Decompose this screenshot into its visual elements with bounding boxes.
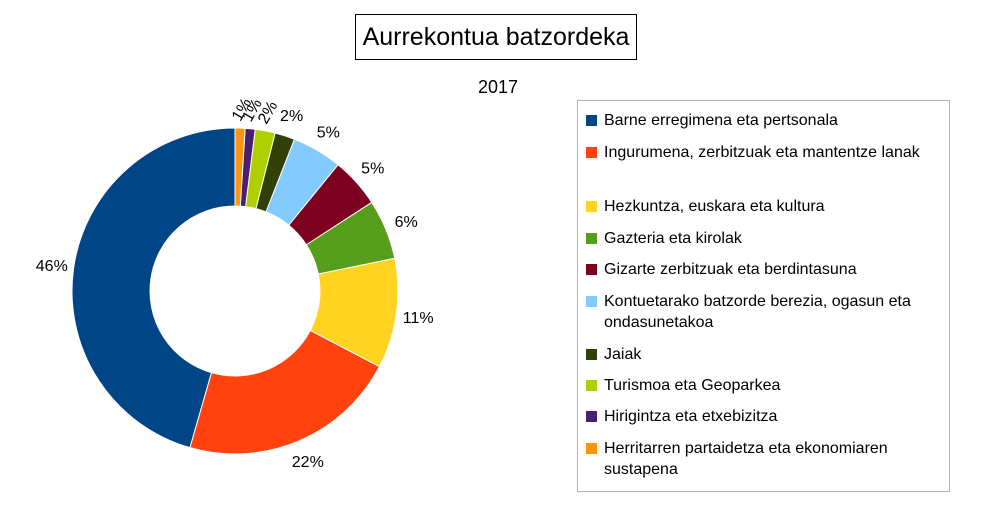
legend-item: Gizarte zerbitzuak eta berdintasuna bbox=[586, 259, 941, 280]
legend-swatch bbox=[586, 115, 597, 126]
legend-swatch bbox=[586, 380, 597, 391]
legend-label: Hirigintza eta etxebizitza bbox=[604, 408, 778, 425]
legend-label: Ingurumena, zerbitzuak eta mantentze lan… bbox=[604, 144, 920, 161]
legend-swatch bbox=[586, 233, 597, 244]
donut-slice bbox=[71, 127, 236, 449]
donut-slice bbox=[189, 329, 381, 455]
legend-item: Hezkuntza, euskara eta kultura bbox=[586, 196, 941, 217]
legend-swatch bbox=[586, 443, 597, 454]
chart-title: Aurrekontua batzordeka bbox=[355, 14, 637, 60]
legend-swatch bbox=[586, 349, 597, 360]
legend-label: Herritarren partaidetza eta ekonomiaren … bbox=[604, 440, 888, 478]
data-label: 5% bbox=[361, 160, 384, 177]
legend-swatch bbox=[586, 296, 597, 307]
legend-label: Gazteria eta kirolak bbox=[604, 230, 742, 247]
legend-item: Herritarren partaidetza eta ekonomiaren … bbox=[586, 438, 941, 480]
legend-item: Barne erregimena eta pertsonala bbox=[586, 110, 941, 131]
chart-subtitle: 2017 bbox=[477, 77, 519, 97]
legend-swatch bbox=[586, 264, 597, 275]
legend-item: Kontuetarako batzorde berezia, ogasun et… bbox=[586, 291, 941, 333]
legend-swatch bbox=[586, 201, 597, 212]
legend-label: Kontuetarako batzorde berezia, ogasun et… bbox=[604, 293, 911, 331]
data-label: 2% bbox=[280, 108, 303, 125]
legend-label: Barne erregimena eta pertsonala bbox=[604, 112, 838, 129]
data-label: 46% bbox=[36, 258, 68, 275]
legend-item: Gazteria eta kirolak bbox=[586, 228, 941, 249]
legend-item: Jaiak bbox=[586, 344, 941, 365]
data-label: 11% bbox=[403, 310, 434, 327]
legend-label: Jaiak bbox=[604, 346, 642, 363]
legend-item: Turismoa eta Geoparkea bbox=[586, 375, 941, 396]
data-label: 6% bbox=[395, 214, 418, 231]
legend-item: Hirigintza eta etxebizitza bbox=[586, 406, 941, 427]
data-label: 5% bbox=[317, 124, 340, 141]
legend-swatch bbox=[586, 411, 597, 422]
donut-slice bbox=[234, 127, 246, 207]
legend-label: Hezkuntza, euskara eta kultura bbox=[604, 198, 825, 215]
data-label: 22% bbox=[292, 454, 324, 471]
legend-item: Ingurumena, zerbitzuak eta mantentze lan… bbox=[586, 142, 941, 163]
legend: Barne erregimena eta pertsonala Ingurumen… bbox=[577, 100, 950, 492]
legend-swatch bbox=[586, 147, 597, 158]
legend-label: Turismoa eta Geoparkea bbox=[604, 377, 781, 394]
legend-label: Gizarte zerbitzuak eta berdintasuna bbox=[604, 261, 857, 278]
